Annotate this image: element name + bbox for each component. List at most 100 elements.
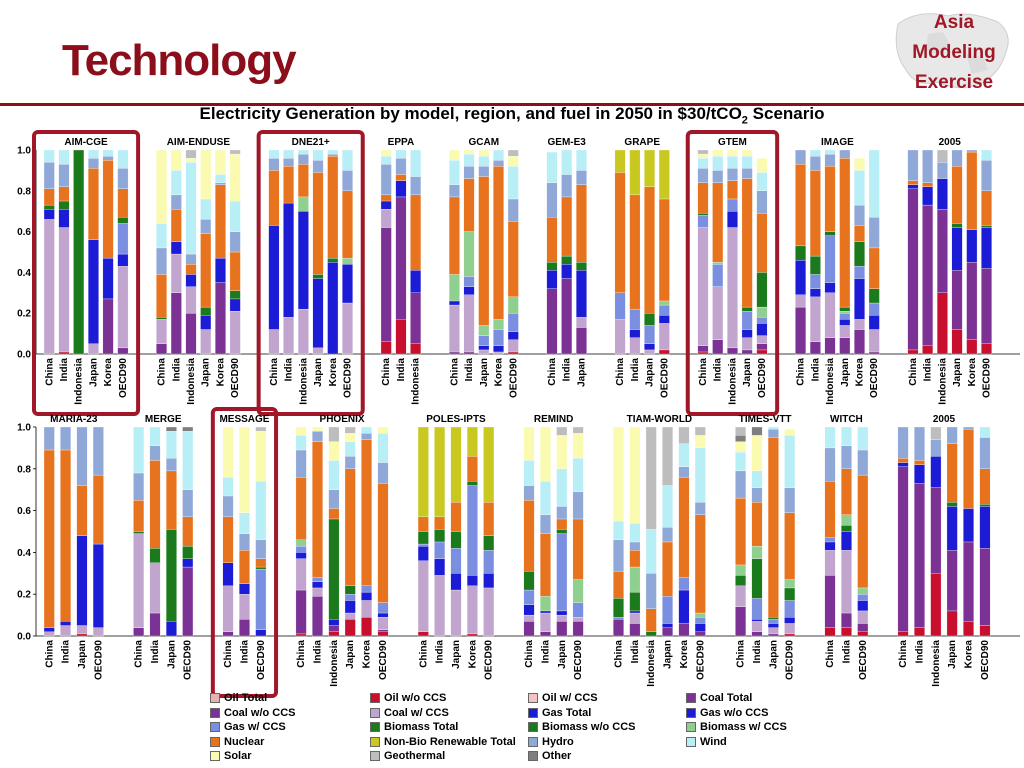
bar-segment (342, 264, 353, 304)
bar-segment (576, 317, 587, 328)
bar-segment (483, 426, 495, 503)
bar-segment (979, 625, 991, 637)
x-tick-label: India (914, 640, 925, 664)
bar-segment (857, 600, 869, 612)
x-tick-label: Japan (166, 640, 177, 669)
x-tick-label: Japan (77, 640, 88, 669)
bar-segment (963, 428, 974, 509)
y-tick-label: 0.4 (17, 548, 31, 559)
bar-segment (809, 170, 821, 257)
bar-segment (156, 274, 167, 318)
legend-item: Nuclear (210, 736, 264, 748)
bar-segment (463, 166, 475, 179)
legend-swatch (210, 693, 220, 703)
bar-segment (613, 539, 624, 572)
model-label: WITCH (830, 414, 863, 425)
bar-segment (328, 518, 340, 620)
bar-segment (946, 502, 958, 507)
model-label: MESSAGE (219, 414, 269, 425)
bar-segment (966, 339, 978, 355)
bar-segment (395, 174, 407, 181)
bar-segment (727, 155, 738, 169)
bar-segment (614, 172, 626, 293)
bar-segment (540, 533, 551, 597)
bar-segment (380, 149, 392, 157)
x-tick-label: Japan (768, 640, 779, 669)
bar-segment (43, 219, 55, 355)
bar-segment (678, 443, 690, 467)
bar-segment (43, 449, 55, 628)
x-tick-label: OECD90 (982, 358, 993, 398)
bar-segment (741, 168, 753, 179)
bar-segment (344, 600, 356, 614)
x-tick-label: China (736, 640, 747, 668)
bar-segment (92, 543, 104, 628)
model-label: AIM-ENDUSE (167, 137, 231, 148)
bar-segment (572, 426, 584, 434)
bar-segment (312, 431, 323, 442)
logo-line-3: Exercise (914, 72, 994, 93)
legend-item: Gas w/o CCS (686, 707, 768, 719)
legend-label: Geothermal (384, 750, 446, 762)
bar-segment (102, 298, 114, 355)
bar-segment (523, 426, 535, 461)
bar-segment (327, 262, 339, 355)
bar-segment (857, 594, 869, 601)
bar-segment (644, 313, 655, 326)
x-tick-label: Indonesia (186, 358, 197, 405)
bar-segment (395, 196, 407, 320)
bar-segment (629, 337, 641, 355)
bar-segment (979, 426, 991, 438)
bar-segment (410, 270, 422, 293)
bar-segment (951, 149, 963, 167)
bar-segment (751, 470, 763, 488)
x-tick-label: Indonesia (298, 358, 309, 405)
bar-segment (614, 149, 626, 173)
bar-segment (751, 545, 763, 559)
bar-segment (854, 158, 865, 171)
bar-segment (694, 502, 706, 515)
bar-segment (58, 149, 70, 165)
x-tick-label: OECD90 (659, 358, 670, 398)
x-tick-label: China (698, 358, 709, 386)
bar-segment (463, 231, 475, 277)
bar-segment (981, 149, 992, 161)
bar-segment (678, 477, 690, 578)
bar-segment (697, 345, 709, 353)
bar-segment (43, 426, 55, 451)
bar-segment (751, 598, 763, 620)
bar-segment (239, 550, 250, 584)
bar-segment (222, 631, 234, 637)
bar-segment (395, 180, 407, 198)
bar-segment (493, 160, 504, 167)
bar-segment (979, 437, 991, 469)
bar-segment (613, 520, 624, 541)
bar-segment (756, 317, 768, 324)
bar-segment (751, 558, 763, 599)
bar-segment (344, 612, 356, 620)
bar-segment (936, 162, 948, 179)
x-tick-label: India (464, 358, 475, 382)
bar-segment (963, 621, 974, 637)
bar-segment (784, 623, 796, 635)
bar-segment (572, 433, 584, 459)
bar-segment (556, 610, 568, 616)
bar-segment (694, 426, 706, 436)
x-tick-label: Indonesia (411, 358, 422, 405)
x-tick-label: India (540, 640, 551, 664)
bar-segment (76, 485, 88, 536)
bar-segment (678, 623, 690, 637)
bar-segment (556, 529, 568, 534)
bar-segment (556, 533, 568, 612)
bar-segment (727, 168, 738, 181)
bar-segment (466, 585, 478, 635)
bar-segment (662, 426, 673, 486)
bar-segment (751, 621, 763, 632)
bar-segment (936, 178, 948, 210)
bar-segment (448, 274, 460, 302)
bar-segment (756, 323, 768, 336)
bar-segment (540, 514, 551, 534)
bar-segment (561, 174, 573, 198)
legend-item: Geothermal (370, 750, 445, 762)
x-tick-label: India (171, 358, 182, 382)
